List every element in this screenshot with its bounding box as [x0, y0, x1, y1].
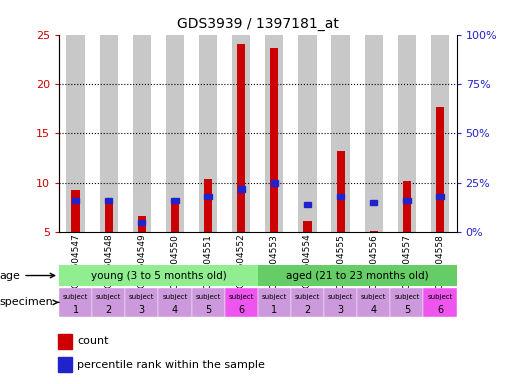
Bar [133, 35, 151, 232]
Bar [303, 222, 311, 232]
Bar [204, 179, 212, 232]
Text: aged (21 to 23 months old): aged (21 to 23 months old) [286, 270, 428, 281]
Text: 2: 2 [106, 305, 112, 316]
Text: young (3 to 5 months old): young (3 to 5 months old) [90, 270, 226, 281]
Text: 5: 5 [205, 305, 211, 316]
Bar [138, 220, 146, 225]
Bar [423, 288, 457, 317]
Bar [271, 180, 278, 185]
Bar [390, 288, 423, 317]
Bar [191, 288, 225, 317]
Bar [72, 198, 79, 204]
Bar [331, 35, 350, 232]
Bar [370, 200, 378, 205]
Text: age: age [0, 270, 55, 281]
Bar [270, 48, 279, 232]
Bar [357, 288, 390, 317]
Bar [390, 288, 423, 317]
Bar [357, 288, 390, 317]
Bar [299, 35, 317, 232]
Bar [58, 357, 72, 372]
Text: subject: subject [162, 294, 188, 300]
Bar [171, 202, 179, 232]
Bar [370, 231, 378, 232]
Bar [166, 35, 184, 232]
Text: subject: subject [228, 294, 254, 300]
Text: subject: subject [262, 294, 287, 300]
Bar [436, 107, 444, 232]
Bar [59, 265, 258, 286]
Text: count: count [77, 336, 109, 346]
Text: 4: 4 [371, 305, 377, 316]
Bar [337, 194, 344, 199]
Bar [71, 190, 80, 232]
Bar [191, 288, 225, 317]
Bar [324, 288, 357, 317]
Bar [232, 35, 250, 232]
Bar [67, 35, 85, 232]
Bar [291, 288, 324, 317]
Bar [205, 194, 212, 199]
Bar [105, 200, 113, 232]
Bar [137, 215, 146, 232]
Bar [59, 288, 92, 317]
Bar [265, 35, 284, 232]
Text: subject: subject [63, 294, 88, 300]
Bar [304, 202, 311, 207]
Text: 6: 6 [437, 305, 443, 316]
Bar [431, 35, 449, 232]
Bar [105, 198, 112, 204]
Bar [125, 288, 159, 317]
Text: subject: subject [295, 294, 320, 300]
Text: subject: subject [195, 294, 221, 300]
Bar [225, 288, 258, 317]
Bar [258, 288, 291, 317]
Text: 1: 1 [271, 305, 278, 316]
Bar [423, 288, 457, 317]
Text: 6: 6 [238, 305, 244, 316]
Bar [324, 288, 357, 317]
Bar [59, 288, 92, 317]
Text: specimen: specimen [0, 297, 58, 308]
Text: 3: 3 [338, 305, 344, 316]
Bar [171, 198, 179, 204]
Text: subject: subject [96, 294, 122, 300]
Bar [398, 35, 416, 232]
Bar [92, 288, 125, 317]
Bar [238, 186, 245, 192]
Text: 2: 2 [304, 305, 310, 316]
Bar [291, 288, 324, 317]
Bar [403, 181, 411, 232]
Text: 3: 3 [139, 305, 145, 316]
Text: subject: subject [129, 294, 154, 300]
Text: subject: subject [427, 294, 452, 300]
Bar [258, 288, 291, 317]
Text: subject: subject [394, 294, 420, 300]
Bar [92, 288, 125, 317]
Text: subject: subject [328, 294, 353, 300]
Text: 4: 4 [172, 305, 178, 316]
Bar [100, 35, 118, 232]
Bar [125, 288, 159, 317]
Bar [258, 265, 457, 286]
Text: 5: 5 [404, 305, 410, 316]
Text: percentile rank within the sample: percentile rank within the sample [77, 359, 265, 369]
Bar [58, 334, 72, 349]
Bar [337, 151, 345, 232]
Text: 1: 1 [72, 305, 78, 316]
Title: GDS3939 / 1397181_at: GDS3939 / 1397181_at [177, 17, 339, 31]
Bar [159, 288, 191, 317]
Bar [437, 194, 444, 199]
Bar [365, 35, 383, 232]
Bar [199, 35, 217, 232]
Bar [237, 45, 245, 232]
Text: subject: subject [361, 294, 386, 300]
Bar [225, 288, 258, 317]
Bar [159, 288, 191, 317]
Bar [403, 198, 410, 204]
